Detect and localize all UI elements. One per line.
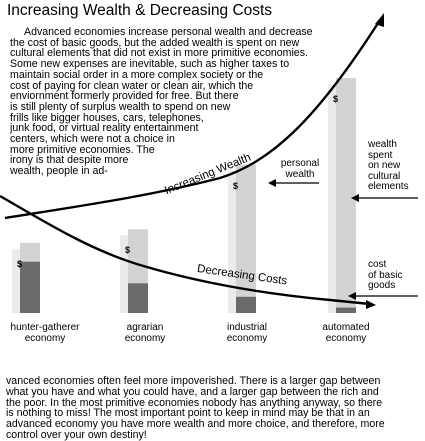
dollar-marker-hunter-gatherer: $ <box>17 258 23 269</box>
personal-wealth-arrowhead <box>268 179 276 187</box>
intro-line: frills like bigger houses, cars, telepho… <box>10 111 204 124</box>
outro-line: what you have and what you could have, a… <box>6 385 379 398</box>
economy-label-industrial: industrial economy <box>226 322 268 344</box>
economy-label-agrarian: agrarian economy <box>124 322 166 344</box>
cost-bar-automated <box>336 307 356 313</box>
intro-line: Some new expenses are inevitable, such a… <box>10 58 290 71</box>
intro-line: irony is that despite more <box>10 154 129 167</box>
intro-line: enviornment formerly provided for free. … <box>10 90 239 103</box>
cost-bar-industrial <box>236 296 256 313</box>
economy-label-automated: automated economy <box>322 322 370 344</box>
intro-line: more primitive economies. The <box>10 143 155 156</box>
increasing-wealth-curve <box>4 19 382 220</box>
dollar-marker-automated: $ <box>333 94 339 105</box>
dollar-marker-agrarian: $ <box>125 245 131 256</box>
wealth-spent-annotation: wealth spent on new cultural elements <box>368 139 409 192</box>
dollar-marker-industrial: $ <box>233 180 239 191</box>
cost-bar-agrarian <box>128 283 148 313</box>
outro-line: control over your own destiny! <box>6 428 147 441</box>
intro-line: wealth, people in ad- <box>10 165 108 178</box>
wealth-bar-industrial <box>236 164 256 313</box>
closing-paragraph: vanced economies often feel more impover… <box>6 376 424 441</box>
decreasing-costs-curve <box>0 194 371 306</box>
basic-goods-annotation: cost of basic goods <box>368 259 403 291</box>
cultural-elements-arrowhead <box>351 194 359 202</box>
outro-line: vanced economies often feel more impover… <box>6 375 381 387</box>
economy-label-hunter-gatherer: hunter-gatherer economy <box>10 322 80 344</box>
outro-line: is nothing to miss! The most important p… <box>6 407 370 420</box>
outro-line: the poor. In the most primitive economie… <box>6 396 383 409</box>
intro-line: the cost of basic goods, but the added w… <box>10 36 300 49</box>
diagram-title: Increasing Wealth & Decreasing Costs <box>7 2 273 19</box>
cost-bar-hunter-gatherer <box>20 261 40 313</box>
intro-line: cost of paying for clean water or clean … <box>10 79 254 92</box>
intro-line: cultural elements that did not exist in … <box>10 47 308 60</box>
costs-arrowhead <box>366 300 376 309</box>
basic-goods-arrowhead <box>348 292 356 300</box>
intro-line: Advanced economies increase personal wea… <box>24 26 313 38</box>
wealth-bar-automated <box>336 78 356 313</box>
personal-wealth-annotation: personal wealth <box>280 158 320 180</box>
intro-line: maintain social order in a more complex … <box>10 68 264 81</box>
intro-line: junk food, or virtual reality entertainm… <box>10 122 199 135</box>
wealth-arrowhead <box>375 13 384 27</box>
outro-line: advanced economy you have more wealth an… <box>6 418 385 431</box>
intro-line: is still plenty of surplus wealth to spe… <box>10 100 231 113</box>
intro-paragraph: Advanced economies increase personal wea… <box>10 27 345 177</box>
intro-line: centers, which were not a choice in <box>10 133 175 146</box>
